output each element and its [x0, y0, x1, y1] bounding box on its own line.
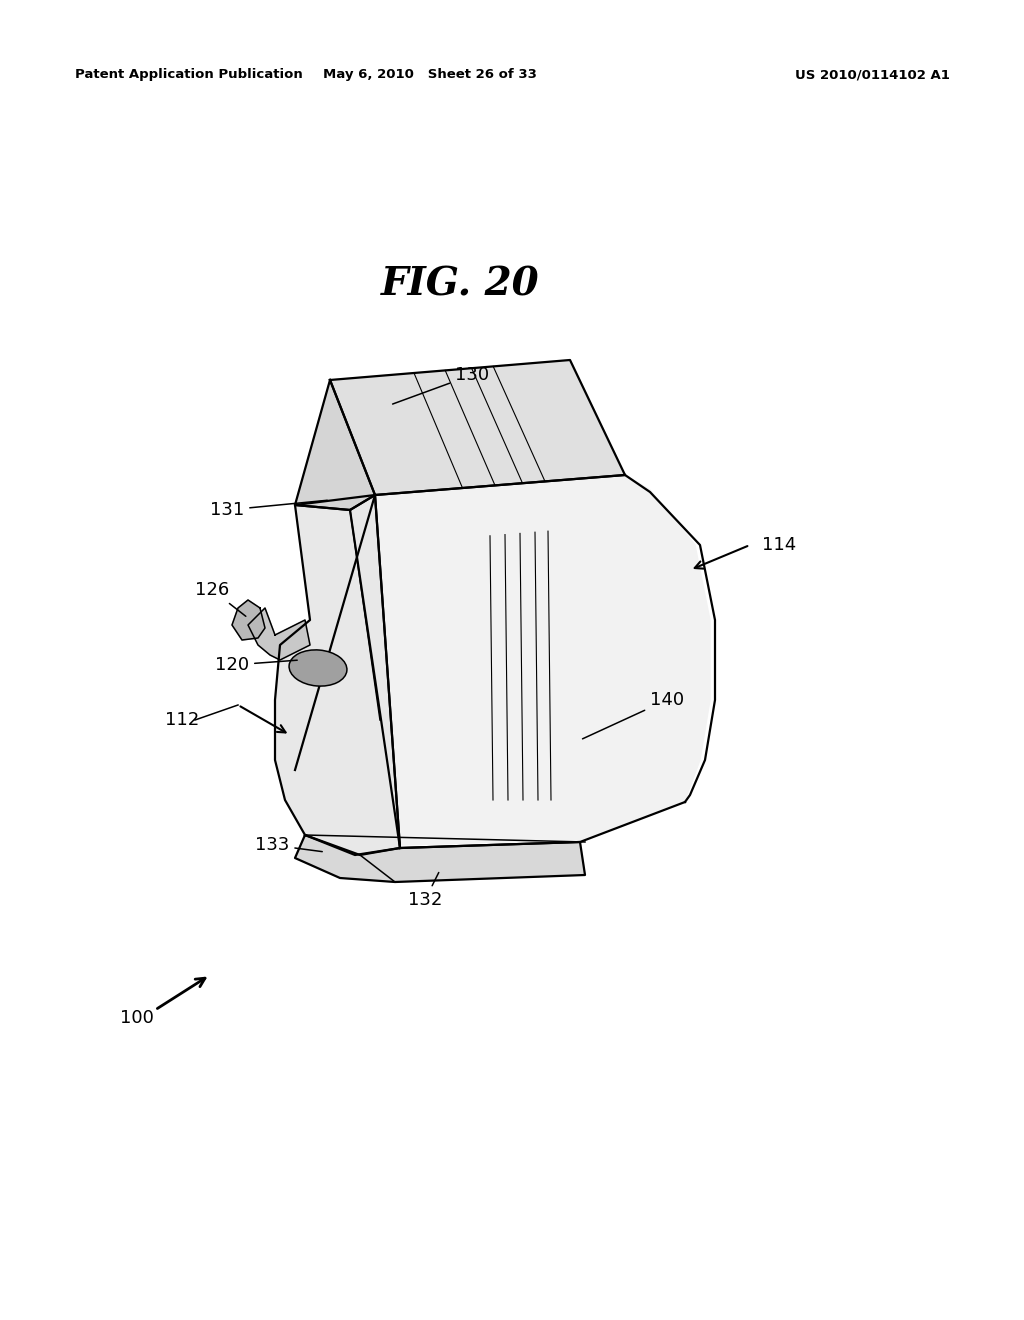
Text: 100: 100 — [120, 1008, 154, 1027]
Text: 140: 140 — [583, 690, 684, 739]
Text: US 2010/0114102 A1: US 2010/0114102 A1 — [795, 69, 950, 81]
Text: May 6, 2010   Sheet 26 of 33: May 6, 2010 Sheet 26 of 33 — [323, 69, 537, 81]
Polygon shape — [295, 380, 375, 510]
Text: FIG. 20: FIG. 20 — [381, 265, 540, 304]
Polygon shape — [375, 475, 710, 845]
Text: 112: 112 — [165, 711, 200, 729]
Text: 126: 126 — [195, 581, 246, 616]
Text: Patent Application Publication: Patent Application Publication — [75, 69, 303, 81]
Text: 131: 131 — [210, 500, 328, 519]
Polygon shape — [330, 360, 625, 495]
Polygon shape — [248, 609, 310, 660]
Polygon shape — [275, 495, 400, 855]
Text: 120: 120 — [215, 656, 297, 675]
Polygon shape — [295, 836, 585, 882]
Text: 132: 132 — [408, 873, 442, 909]
Text: 114: 114 — [762, 536, 797, 554]
Polygon shape — [232, 601, 265, 640]
Text: 130: 130 — [392, 366, 489, 404]
Ellipse shape — [289, 649, 347, 686]
Text: 133: 133 — [255, 836, 323, 854]
